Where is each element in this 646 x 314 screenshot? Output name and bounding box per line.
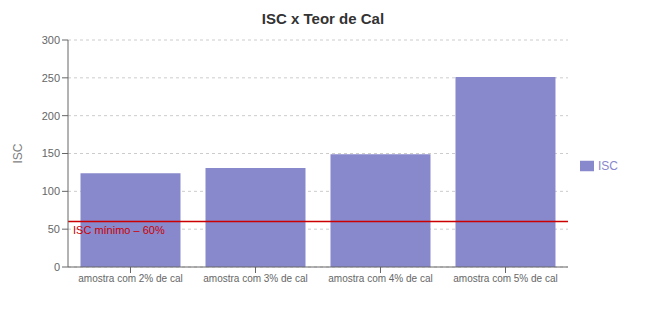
svg-text:150: 150 — [42, 147, 60, 159]
svg-text:ISC mínimo – 60%: ISC mínimo – 60% — [73, 224, 165, 236]
svg-text:200: 200 — [42, 110, 60, 122]
svg-text:100: 100 — [42, 185, 60, 197]
svg-text:amostra com 3% de cal: amostra com 3% de cal — [203, 273, 308, 284]
svg-text:amostra com 2% de cal: amostra com 2% de cal — [78, 273, 183, 284]
svg-text:amostra com 4% de cal: amostra com 4% de cal — [328, 273, 433, 284]
svg-text:amostra com 5% de cal: amostra com 5% de cal — [453, 273, 558, 284]
svg-text:50: 50 — [48, 223, 60, 235]
svg-text:0: 0 — [54, 261, 60, 273]
html-text:ISC: ISC — [598, 158, 618, 173]
svg-text:250: 250 — [42, 72, 60, 84]
svg-text:ISC: ISC — [11, 143, 25, 163]
svg-text:300: 300 — [42, 34, 60, 46]
html-text:ISC x Teor de Cal: ISC x Teor de Cal — [261, 10, 385, 27]
